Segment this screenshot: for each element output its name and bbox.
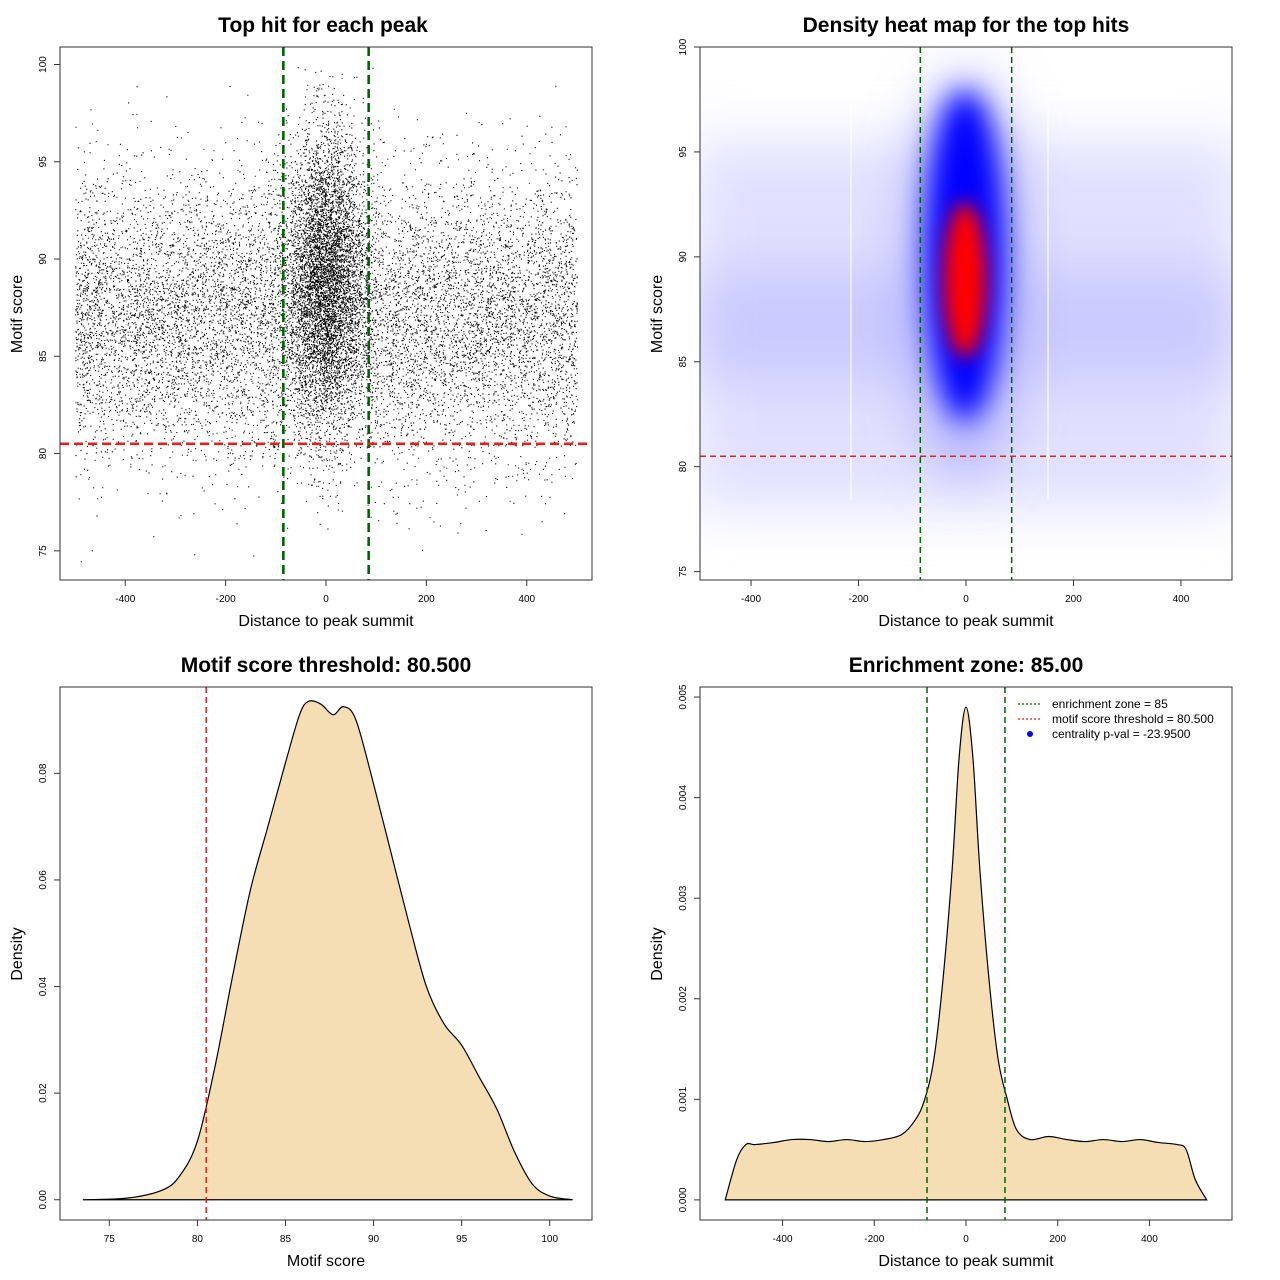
- heatmap-y-tick-label: 75: [678, 566, 689, 578]
- heatmap-title: Density heat map for the top hits: [803, 14, 1130, 37]
- enrichment-density-area: [724, 706, 1208, 1201]
- enrichment-density-y-tick-label: 0.005: [678, 684, 689, 709]
- scatter-y-ticks: 75 80 85 90 95 100: [38, 56, 60, 557]
- heatmap-red-peak: [943, 202, 987, 358]
- score-density-x-label: Motif score: [287, 1253, 365, 1270]
- enrichment-density-x-tick-label: 200: [1049, 1234, 1066, 1245]
- enrichment-density-x-tick-label: -200: [864, 1234, 884, 1245]
- heatmap-y-tick-label: 85: [678, 356, 689, 368]
- scatter-points: [75, 67, 578, 563]
- scatter-ref-lines: [60, 47, 592, 580]
- enrichment-density-x-tick-label: 0: [963, 1234, 969, 1245]
- score-density-x-tick-label: 75: [104, 1234, 116, 1245]
- panel-enrichment-density: Enrichment zone: 85.00 -400 -200 0 200 400 0…: [649, 654, 1233, 1270]
- panel-scatter: Top hit for each peak -400 -200 0 200 400 75…: [9, 14, 593, 630]
- enrichment-density-x-tick-label: -400: [773, 1234, 793, 1245]
- panel-heatmap: Density heat map for the top hits -400 -2…: [649, 14, 1233, 630]
- enrichment-density-y-tick-label: 0.004: [678, 785, 689, 810]
- score-density-x-tick-label: 95: [456, 1234, 468, 1245]
- heatmap-x-tick-label: 400: [1173, 594, 1190, 605]
- legend-enrichment-zone: enrichment zone = 85: [1052, 697, 1168, 711]
- score-density-x-tick-label: 80: [192, 1234, 204, 1245]
- score-density-y-label: Density: [9, 927, 26, 980]
- heatmap-x-tick-label: 200: [1065, 594, 1082, 605]
- score-density-plot-frame: [59, 686, 593, 1221]
- enrichment-density-y-tick-label: 0.000: [678, 1187, 689, 1212]
- heatmap-y-ticks: 75 80 85 90 95 100: [678, 38, 700, 577]
- scatter-point-cloud: [75, 67, 578, 563]
- heatmap-y-tick-label: 90: [678, 251, 689, 263]
- score-density-x-tick-label: 85: [280, 1234, 292, 1245]
- heatmap-x-tick-label: -200: [849, 594, 869, 605]
- enrichment-density-x-tick-label: 400: [1141, 1234, 1158, 1245]
- enrichment-density-x-label: Distance to peak summit: [878, 1253, 1054, 1270]
- panel-score-density: Motif score threshold: 80.500 75 80 85 90 95…: [9, 654, 593, 1270]
- scatter-y-tick-label: 75: [38, 545, 49, 557]
- heatmap-y-tick-label: 80: [678, 461, 689, 473]
- score-density-y-tick-label: 0.00: [38, 1190, 49, 1210]
- scatter-y-tick-label: 90: [38, 253, 49, 265]
- scatter-x-tick-label: -200: [216, 594, 236, 605]
- heatmap-density: [700, 47, 1232, 580]
- heatmap-x-label: Distance to peak summit: [878, 613, 1054, 630]
- score-density-x-ticks: 75 80 85 90 95 100: [104, 1220, 559, 1245]
- heatmap-y-tick-label: 95: [678, 146, 689, 158]
- legend-centrality: centrality p-val = -23.9500: [1052, 727, 1191, 741]
- score-density-x-tick-label: 100: [541, 1234, 558, 1245]
- scatter-x-label: Distance to peak summit: [238, 613, 414, 630]
- scatter-x-tick-label: -400: [115, 594, 135, 605]
- heatmap-x-tick-label: -400: [741, 594, 761, 605]
- score-density-y-tick-label: 0.04: [38, 976, 49, 996]
- scatter-y-tick-label: 80: [38, 448, 49, 460]
- legend: enrichment zone = 85 motif score thresho…: [1018, 697, 1214, 741]
- scatter-y-tick-label: 100: [38, 56, 49, 73]
- score-density-y-tick-label: 0.08: [38, 763, 49, 783]
- enrichment-density-y-tick-label: 0.003: [678, 885, 689, 910]
- legend-threshold: motif score threshold = 80.500: [1052, 712, 1214, 726]
- enrichment-density-y-tick-label: 0.001: [678, 1086, 689, 1111]
- enrichment-density-y-ticks: 0.000 0.001 0.002 0.003 0.004 0.005: [678, 684, 700, 1212]
- score-density-title: Motif score threshold: 80.500: [181, 654, 472, 677]
- scatter-x-ticks: -400 -200 0 200 400: [115, 580, 536, 605]
- enrichment-density-x-ticks: -400 -200 0 200 400: [773, 1220, 1158, 1245]
- scatter-y-tick-label: 85: [38, 350, 49, 362]
- heatmap-y-label: Motif score: [649, 275, 666, 353]
- scatter-y-tick-label: 95: [38, 156, 49, 168]
- enrichment-density-y-tick-label: 0.002: [678, 986, 689, 1011]
- scatter-y-label: Motif score: [9, 275, 26, 353]
- heatmap-x-tick-label: 0: [963, 594, 969, 605]
- score-density-x-tick-label: 90: [368, 1234, 380, 1245]
- enrichment-density-title: Enrichment zone: 85.00: [849, 654, 1084, 677]
- scatter-x-tick-label: 400: [518, 594, 535, 605]
- score-density-y-ticks: 0.00 0.02 0.04 0.06 0.08: [38, 763, 60, 1209]
- enrichment-density-y-label: Density: [649, 927, 666, 980]
- scatter-x-tick-label: 0: [323, 594, 329, 605]
- enrichment-density-ref-lines: [926, 687, 1006, 1220]
- legend-centrality-dot: [1027, 731, 1033, 737]
- heatmap-y-tick-label: 100: [678, 38, 689, 55]
- score-density-y-tick-label: 0.02: [38, 1083, 49, 1103]
- heatmap-ref-lines: [700, 47, 1232, 580]
- score-density-area: [82, 700, 573, 1201]
- heatmap-x-ticks: -400 -200 0 200 400: [741, 580, 1190, 605]
- scatter-title: Top hit for each peak: [218, 14, 428, 37]
- scatter-x-tick-label: 200: [418, 594, 435, 605]
- score-density-y-tick-label: 0.06: [38, 870, 49, 890]
